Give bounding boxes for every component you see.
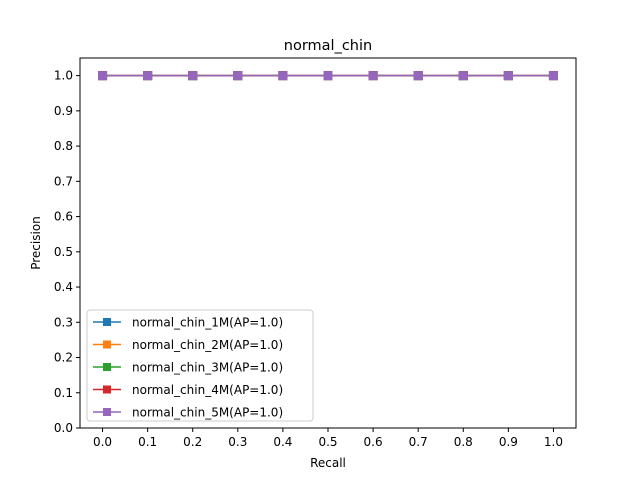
data-point-marker: [278, 71, 288, 81]
data-point-marker: [323, 71, 333, 81]
chart-title: normal_chin: [284, 38, 372, 54]
legend-marker-swatch: [103, 363, 111, 371]
legend-marker-swatch: [103, 318, 111, 326]
x-tick-label: 0.7: [409, 435, 428, 449]
legend-label: normal_chin_4M(AP=1.0): [132, 383, 283, 397]
data-point-marker: [368, 71, 378, 81]
x-tick-label: 0.6: [364, 435, 383, 449]
data-point-marker: [98, 71, 108, 81]
y-tick-label: 0.7: [54, 174, 73, 188]
legend: normal_chin_1M(AP=1.0) normal_chin_2M(AP=…: [86, 309, 314, 422]
y-tick-label: 0.2: [54, 351, 73, 365]
y-axis-label: Precision: [29, 216, 43, 270]
x-tick-label: 0.0: [93, 435, 112, 449]
legend-item: normal_chin_5M(AP=1.0): [93, 406, 283, 420]
x-tick-label: 0.2: [183, 435, 202, 449]
data-point-marker: [548, 71, 558, 81]
x-tick-label: 0.8: [454, 435, 473, 449]
x-tick-label: 1.0: [544, 435, 563, 449]
legend-marker-swatch: [103, 340, 111, 349]
data-point-marker: [413, 71, 423, 81]
legend-label: normal_chin_1M(AP=1.0): [132, 316, 283, 330]
legend-item: normal_chin_4M(AP=1.0): [93, 383, 283, 397]
y-tick-label: 0.9: [54, 104, 73, 118]
y-tick-label: 0.1: [54, 386, 73, 400]
legend-item: normal_chin_1M(AP=1.0): [93, 316, 283, 330]
x-tick-label: 0.5: [318, 435, 337, 449]
legend-item: normal_chin_2M(AP=1.0): [93, 338, 283, 352]
x-axis-ticks: 0.0 0.1 0.2 0.3 0.4 0.5 0.6 0.7 0.8 0.9 1.0: [93, 428, 563, 449]
data-point-marker: [233, 71, 243, 81]
data-point-marker: [188, 71, 198, 81]
y-tick-label: 1.0: [54, 69, 73, 83]
x-tick-label: 0.1: [138, 435, 157, 449]
data-point-marker: [143, 71, 153, 81]
legend-label: normal_chin_2M(AP=1.0): [132, 338, 283, 352]
y-tick-label: 0.5: [54, 245, 73, 259]
legend-item: normal_chin_3M(AP=1.0): [93, 361, 283, 375]
y-tick-label: 0.4: [54, 280, 73, 294]
legend-marker-swatch: [103, 408, 111, 416]
x-tick-label: 0.9: [499, 435, 518, 449]
x-axis-label: Recall: [310, 456, 346, 470]
x-tick-label: 0.4: [273, 435, 292, 449]
plot-marks: [98, 71, 558, 81]
data-point-marker: [458, 71, 468, 81]
legend-label: normal_chin_5M(AP=1.0): [132, 406, 283, 420]
legend-marker-swatch: [103, 385, 111, 394]
legend-box: [86, 309, 314, 422]
x-tick-label: 0.3: [228, 435, 247, 449]
y-tick-label: 0.6: [54, 210, 73, 224]
series-5: [98, 71, 558, 81]
legend-label: normal_chin_3M(AP=1.0): [132, 361, 283, 375]
y-tick-label: 0.3: [54, 315, 73, 329]
y-tick-label: 0.0: [54, 421, 73, 435]
y-tick-label: 0.8: [54, 139, 73, 153]
data-point-marker: [503, 71, 513, 81]
y-axis-ticks: 0.0 0.1 0.2 0.3 0.4 0.5 0.6 0.7 0.8 0.9 1.0: [54, 69, 80, 435]
